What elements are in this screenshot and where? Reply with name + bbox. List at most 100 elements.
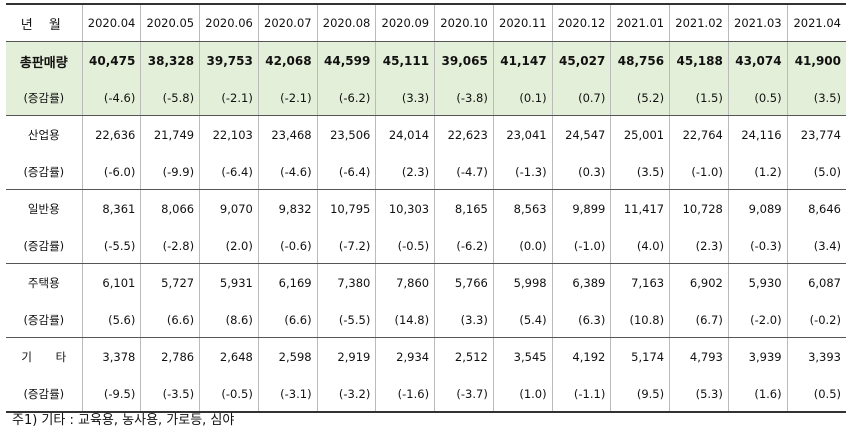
- rate-cell: (6.6): [140, 302, 201, 338]
- value-cell: 10,795: [317, 189, 377, 228]
- rate-cell: (-3.7): [434, 376, 494, 413]
- table-row: (증감률) (-5.5) (-2.8) (2.0) (-0.6) (-7.2) (-0.5)…: [6, 228, 846, 264]
- value-cell: 6,169: [258, 263, 318, 302]
- table-row: (증감률) (-6.0) (-9.9) (-6.4) (-4.6) (-6.4) (2.3)…: [6, 154, 846, 190]
- value-cell: 2,648: [199, 337, 259, 376]
- header-month: 2020.12: [552, 3, 612, 42]
- value-cell: 42,068: [258, 41, 318, 80]
- value-cell: 44,599: [317, 41, 377, 80]
- value-cell: 2,919: [317, 337, 377, 376]
- value-cell: 9,089: [728, 189, 788, 228]
- header-month: 2020.05: [140, 3, 201, 42]
- value-cell: 23,774: [800, 128, 841, 142]
- header-month: 2020.09: [375, 3, 436, 42]
- value-cell: 38,328: [140, 41, 201, 80]
- value-cell: 5,174: [610, 337, 671, 376]
- value-cell: 5,766: [434, 263, 494, 302]
- rate-cell: (-2.1): [199, 80, 259, 116]
- rate-cell: (-4.6): [82, 80, 142, 116]
- value-cell: 25,001: [610, 115, 671, 154]
- rate-cell: (-4.7): [434, 154, 494, 190]
- rate-cell: (1.2): [728, 154, 788, 190]
- value-cell: 4,192: [552, 337, 612, 376]
- value-cell: 3,939: [728, 337, 788, 376]
- table-body: 총판매량 40,475 38,328 39,753 42,068 44,599 45,111…: [6, 41, 846, 413]
- rate-cell: (5.4): [493, 302, 553, 338]
- rate-cell: (-6.2): [434, 228, 494, 264]
- rate-cell: (-0.5): [375, 228, 436, 264]
- rate-cell: (3.3): [375, 80, 436, 116]
- rate-cell: (5.3): [669, 376, 729, 413]
- table-row: (증감률) (5.6) (6.6) (8.6) (6.6) (-5.5) (14.8) (3.…: [6, 302, 846, 338]
- header-month: 2020.07: [258, 3, 318, 42]
- value-cell: 8,563: [493, 189, 553, 228]
- value-cell: 7,860: [375, 263, 436, 302]
- rate-label: (증감률): [6, 376, 83, 413]
- sales-table: 년 월 2020.04 2020.05 2020.06 2020.07 2020.08 2…: [6, 3, 846, 413]
- value-cell: 5,931: [199, 263, 259, 302]
- rate-cell: (-7.2): [317, 228, 377, 264]
- rate-cell: (2.3): [375, 154, 436, 190]
- rate-cell: (-0.5): [199, 376, 259, 413]
- header-month: 2020.11: [493, 3, 553, 42]
- value-cell: 23,468: [258, 115, 318, 154]
- value-cell: 6,101: [82, 263, 142, 302]
- value-cell: 4,793: [669, 337, 729, 376]
- rate-cell: (5.2): [610, 80, 671, 116]
- value-cell: 48,756: [610, 41, 671, 80]
- value-cell: 22,103: [199, 115, 259, 154]
- rate-cell: (-6.4): [199, 154, 259, 190]
- value-cell: 10,728: [669, 189, 729, 228]
- rate-cell: (-5.5): [82, 228, 142, 264]
- table-row: 총판매량 40,475 38,328 39,753 42,068 44,599 45,111…: [6, 41, 846, 80]
- rate-cell: (-3.1): [258, 376, 318, 413]
- rate-cell: (3.3): [434, 302, 494, 338]
- rate-cell: (0.0): [493, 228, 553, 264]
- value-cell: 39,753: [199, 41, 259, 80]
- row-label: 기 타: [6, 337, 83, 376]
- rate-cell: (6.6): [258, 302, 318, 338]
- rate-cell: (-2.8): [140, 228, 201, 264]
- sales-table-container: 년 월 2020.04 2020.05 2020.06 2020.07 2020.08 2…: [6, 3, 846, 413]
- rate-cell: (0.5): [787, 376, 846, 413]
- value-cell: 41,147: [493, 41, 553, 80]
- rate-cell: (4.0): [610, 228, 671, 264]
- header-month: 2021.03: [728, 3, 788, 42]
- value-cell: 5,998: [493, 263, 553, 302]
- rate-cell: (-0.6): [258, 228, 318, 264]
- value-cell: 10,303: [375, 189, 436, 228]
- header-month: 2020.08: [317, 3, 377, 42]
- rate-label: (증감률): [6, 228, 83, 264]
- rate-cell: (-3.8): [434, 80, 494, 116]
- value-cell: 6,389: [552, 263, 612, 302]
- rate-cell: (-1.3): [493, 154, 553, 190]
- value-cell: 2,512: [434, 337, 494, 376]
- rate-cell: (1.5): [669, 80, 729, 116]
- value-cell: 7,163: [610, 263, 671, 302]
- rate-cell: (10.8): [610, 302, 671, 338]
- value-cell: 9,070: [199, 189, 259, 228]
- value-cell: 8,165: [434, 189, 494, 228]
- table-row: (증감률) (-9.5) (-3.5) (-0.5) (-3.1) (-3.2) (-1.6…: [6, 376, 846, 413]
- footnote: 주1) 기타 : 교육용, 농사용, 가로등, 심야: [12, 413, 235, 428]
- rate-cell: (-9.5): [82, 376, 142, 413]
- value-cell: 22,636: [82, 115, 142, 154]
- rate-cell: (-1.1): [552, 376, 612, 413]
- header-month: 2020.10: [434, 3, 494, 42]
- rate-cell: (-2.1): [258, 80, 318, 116]
- rate-cell: (3.5): [787, 80, 846, 116]
- value-cell: 3,393: [808, 350, 841, 364]
- value-cell: 2,598: [258, 337, 318, 376]
- rate-cell: (5.6): [82, 302, 142, 338]
- rate-cell: (-5.8): [140, 80, 201, 116]
- header-month: 2021.04: [787, 3, 846, 42]
- rate-cell: (0.5): [728, 80, 788, 116]
- rate-cell: (-6.0): [82, 154, 142, 190]
- table-row: 산업용 22,636 21,749 22,103 23,468 23,506 24,014 2…: [6, 115, 846, 154]
- value-cell: 6,087: [808, 276, 841, 290]
- value-cell: 9,832: [258, 189, 318, 228]
- rate-cell: (1.0): [493, 376, 553, 413]
- value-cell: 45,111: [375, 41, 436, 80]
- value-cell: 7,380: [317, 263, 377, 302]
- row-label: 주택용: [6, 263, 83, 302]
